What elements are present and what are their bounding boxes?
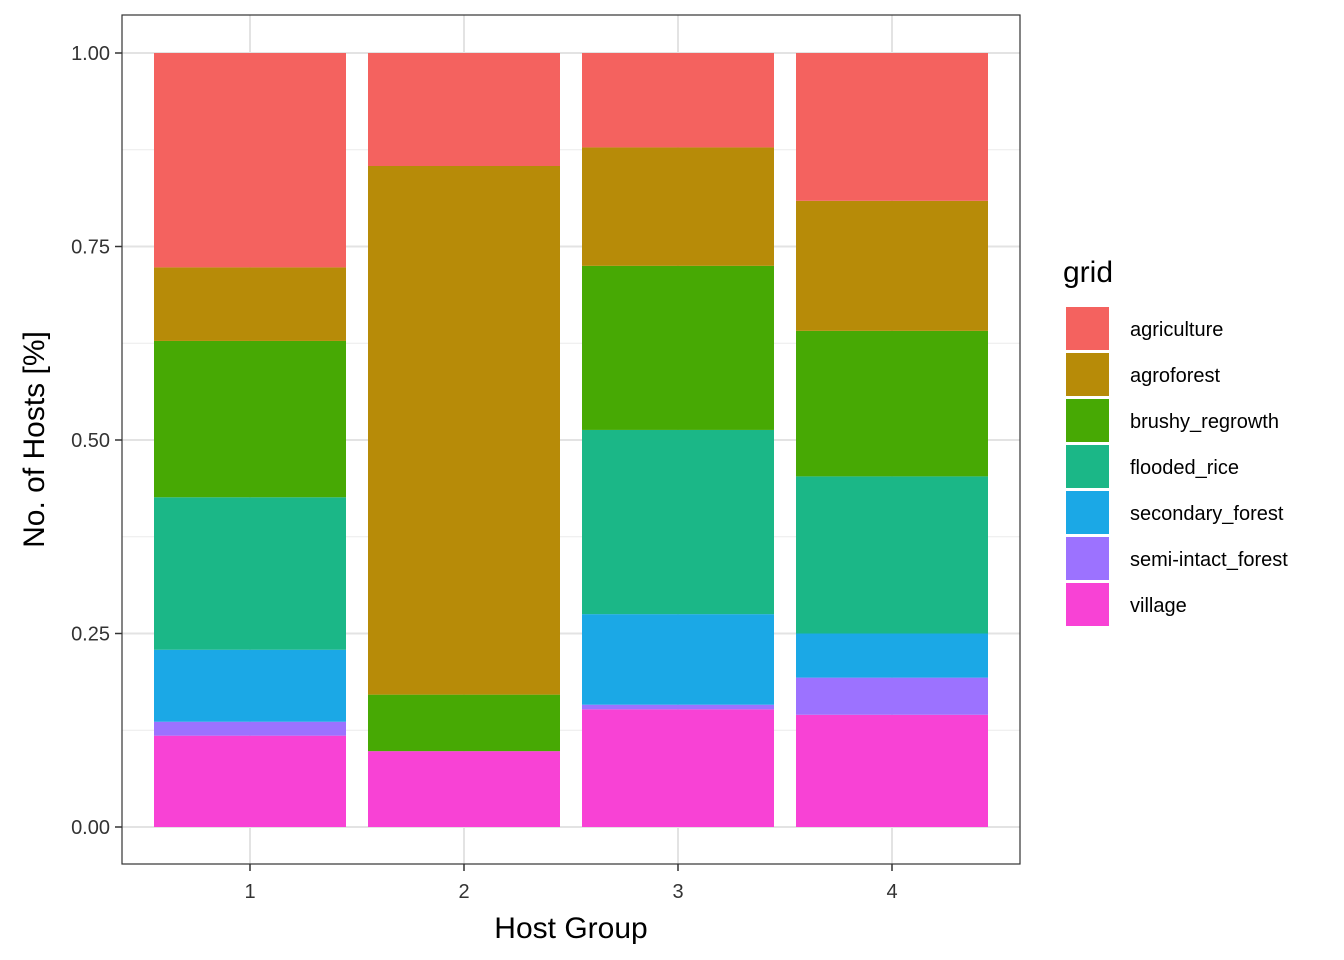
legend-label: flooded_rice: [1130, 457, 1239, 479]
bar-group-2: [368, 53, 560, 827]
bar-segment-secondary_forest: [582, 614, 774, 705]
bar-segment-secondary_forest: [796, 633, 988, 678]
y-tick-label: 0.75: [71, 237, 110, 259]
bar-segment-brushy_regrowth: [582, 265, 774, 430]
bar-segment-agroforest: [154, 267, 346, 341]
legend-swatch: [1066, 307, 1109, 350]
legend-swatch: [1066, 491, 1109, 534]
bar-segment-flooded_rice: [796, 476, 988, 634]
x-axis: 1 2 3 4: [244, 864, 898, 903]
bar-segment-agroforest: [368, 166, 560, 695]
legend-label: brushy_regrowth: [1130, 411, 1279, 433]
plot-panel: [121, 14, 1021, 865]
legend: grid agriculture agroforest brushy_regrowt…: [1063, 256, 1288, 626]
bar-segment-flooded_rice: [582, 429, 774, 615]
bar-segment-semi-intact_forest: [582, 704, 774, 710]
legend-item-agroforest: agroforest: [1066, 353, 1220, 396]
bar-segment-brushy_regrowth: [796, 330, 988, 477]
x-tick-label: 2: [458, 881, 469, 903]
legend-label: secondary_forest: [1130, 503, 1284, 525]
bar-segment-agroforest: [582, 147, 774, 266]
bars: [154, 53, 988, 827]
bar-segment-agriculture: [796, 53, 988, 201]
y-tick-label: 1.00: [71, 43, 110, 65]
bar-segment-semi-intact_forest: [796, 677, 988, 715]
legend-item-brushy_regrowth: brushy_regrowth: [1066, 399, 1279, 442]
bar-segment-agriculture: [582, 53, 774, 148]
x-tick-label: 4: [886, 881, 897, 903]
legend-item-village: village: [1066, 583, 1187, 626]
bar-segment-village: [582, 709, 774, 827]
x-tick-label: 3: [672, 881, 683, 903]
bar-segment-brushy_regrowth: [154, 340, 346, 498]
legend-swatch: [1066, 537, 1109, 580]
y-axis: 0.00 0.25 0.50 0.75 1.00: [71, 43, 122, 839]
bar-segment-agroforest: [796, 200, 988, 331]
bar-segment-village: [368, 751, 560, 827]
bar-segment-brushy_regrowth: [368, 694, 560, 752]
bar-segment-flooded_rice: [154, 497, 346, 650]
legend-label: agriculture: [1130, 319, 1223, 341]
bar-segment-village: [154, 735, 346, 827]
legend-label: village: [1130, 595, 1187, 617]
x-axis-title: Host Group: [494, 912, 647, 945]
bar-segment-agriculture: [154, 53, 346, 268]
legend-item-agriculture: agriculture: [1066, 307, 1223, 350]
legend-item-secondary_forest: secondary_forest: [1066, 491, 1284, 534]
y-tick-label: 0.25: [71, 624, 110, 646]
x-tick-label: 1: [244, 881, 255, 903]
legend-item-semi-intact_forest: semi-intact_forest: [1066, 537, 1288, 580]
legend-label: semi-intact_forest: [1130, 549, 1288, 571]
legend-items: agriculture agroforest brushy_regrowthfloo…: [1066, 307, 1288, 626]
y-axis-title: No. of Hosts [%]: [18, 331, 51, 548]
legend-title: grid: [1063, 256, 1113, 289]
bar-segment-semi-intact_forest: [154, 721, 346, 736]
legend-swatch: [1066, 445, 1109, 488]
legend-item-flooded_rice: flooded_rice: [1066, 445, 1239, 488]
bar-group-3: [582, 53, 774, 827]
y-tick-label: 0.00: [71, 817, 110, 839]
bar-segment-agriculture: [368, 53, 560, 167]
y-tick-label: 0.50: [71, 430, 110, 452]
legend-label: agroforest: [1130, 365, 1220, 387]
bar-group-4: [796, 53, 988, 827]
bar-segment-secondary_forest: [154, 649, 346, 722]
bar-segment-village: [796, 714, 988, 827]
bar-group-1: [154, 53, 346, 827]
legend-swatch: [1066, 353, 1109, 396]
legend-swatch: [1066, 399, 1109, 442]
legend-swatch: [1066, 583, 1109, 626]
